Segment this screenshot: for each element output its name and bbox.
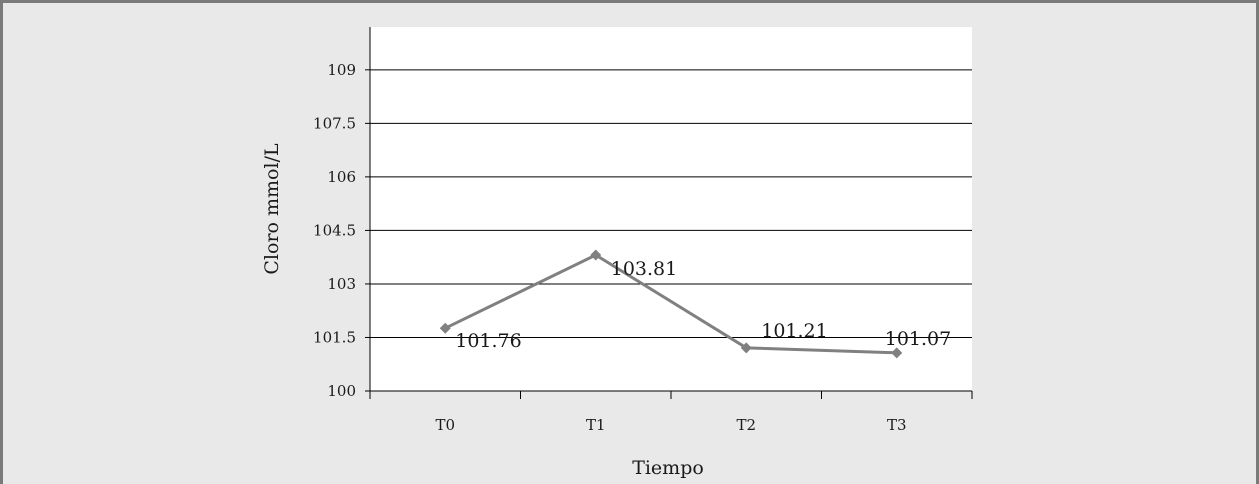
- x-tick-labels: T0 T1 T2 T3: [435, 416, 906, 434]
- data-label: 101.21: [761, 320, 827, 342]
- y-tick-label: 101.5: [313, 328, 356, 346]
- data-label: 101.76: [455, 330, 521, 352]
- data-point-marker: [439, 322, 451, 334]
- series-line: [444, 253, 897, 355]
- y-tick-label: 106: [327, 168, 356, 186]
- x-tick-label: T0: [435, 416, 455, 434]
- x-tick-label: T3: [887, 416, 907, 434]
- y-tick-label: 104.5: [313, 221, 356, 239]
- data-labels: 101.76 103.81 101.21 101.07: [455, 258, 951, 352]
- y-tick-label: 103: [327, 275, 356, 293]
- data-label: 103.81: [611, 258, 677, 280]
- data-label: 101.07: [885, 328, 951, 350]
- y-tick-labels: 100 101.5 103 104.5 106 107.5 109: [313, 61, 356, 400]
- y-tick-label: 107.5: [313, 114, 356, 132]
- gridlines: [370, 69, 972, 338]
- x-axis-title: Tiempo: [632, 457, 704, 479]
- data-point-marker: [590, 249, 602, 261]
- plot-area: [370, 27, 972, 391]
- y-tick-label: 109: [327, 61, 356, 79]
- data-point-marker: [891, 347, 903, 359]
- y-tick-label: 100: [327, 382, 356, 400]
- axes: [365, 27, 973, 399]
- y-axis-title: Cloro mmol/L: [261, 143, 283, 275]
- x-tick-label: T2: [736, 416, 756, 434]
- x-tick-label: T1: [586, 416, 606, 434]
- series: [439, 249, 903, 359]
- data-point-marker: [740, 342, 752, 354]
